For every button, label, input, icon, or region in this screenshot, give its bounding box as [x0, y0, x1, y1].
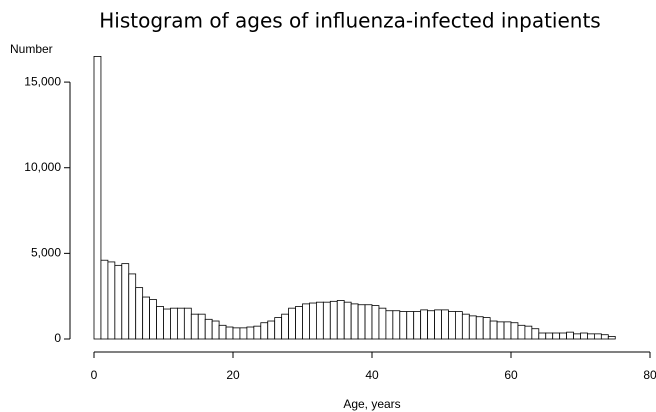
bar: [183, 307, 192, 340]
bar: [281, 313, 289, 340]
bar: [114, 264, 123, 340]
bar: [524, 325, 533, 340]
bar: [142, 296, 150, 340]
bar: [309, 302, 317, 340]
bar: [329, 300, 338, 340]
y-tick-label: 10,000: [24, 160, 61, 174]
bar: [420, 309, 428, 340]
bar: [107, 261, 116, 340]
bar: [163, 308, 171, 340]
y-axis-title: Number: [10, 42, 53, 56]
bar: [489, 320, 498, 340]
bar: [156, 306, 164, 340]
bar: [322, 301, 331, 340]
bar: [225, 326, 234, 340]
bar: [441, 309, 449, 340]
bar: [246, 326, 255, 340]
bar: [135, 287, 144, 340]
bar: [427, 310, 435, 340]
bar: [176, 307, 185, 340]
bar: [392, 310, 401, 340]
bar: [503, 321, 512, 340]
bar: [399, 311, 408, 340]
bar: [587, 333, 595, 340]
bar: [607, 336, 616, 340]
bar: [559, 332, 568, 340]
bar: [100, 259, 109, 340]
bar: [336, 300, 345, 340]
bar: [573, 333, 581, 340]
x-tick-label: 80: [643, 368, 656, 382]
x-tick-label: 20: [226, 368, 240, 382]
bar: [232, 327, 241, 340]
bar: [510, 322, 519, 340]
bar: [552, 332, 561, 340]
bar: [239, 327, 248, 340]
chart-title: Histogram of ages of influenza-infected …: [99, 9, 600, 33]
bar: [580, 332, 588, 340]
bar: [121, 263, 130, 340]
bar: [267, 320, 276, 340]
bar: [413, 311, 422, 340]
bar: [406, 311, 415, 340]
y-tick-label: 5,000: [31, 246, 61, 260]
bar: [378, 307, 387, 340]
bar: [434, 309, 442, 340]
bar: [295, 306, 303, 340]
bar: [211, 320, 220, 340]
bar: [350, 303, 359, 340]
bar: [454, 311, 463, 340]
bar: [371, 305, 380, 340]
bar: [218, 324, 227, 340]
x-tick-label: 0: [91, 368, 98, 382]
bar: [594, 333, 602, 340]
bar: [364, 304, 373, 340]
bar: [385, 310, 394, 340]
bar: [93, 56, 102, 340]
bar: [274, 317, 283, 340]
y-tick-label: 15,000: [24, 74, 61, 88]
bar: [357, 304, 366, 340]
bar: [461, 313, 470, 340]
bar: [545, 332, 554, 340]
bar: [531, 328, 540, 340]
bar: [204, 318, 213, 340]
bar: [475, 316, 484, 340]
bar: [538, 332, 547, 340]
bar: [197, 313, 206, 340]
bar: [149, 299, 157, 340]
bar: [468, 315, 477, 340]
x-axis-title: Age, years: [343, 397, 400, 411]
bar: [496, 321, 505, 340]
bar: [170, 307, 178, 340]
bar: [288, 307, 296, 340]
bar: [128, 273, 137, 340]
bar: [190, 313, 199, 340]
bar: [600, 334, 609, 340]
bar: [566, 331, 574, 340]
y-tick-label: 0: [54, 331, 61, 345]
bar: [448, 311, 456, 340]
x-tick-label: 40: [365, 368, 379, 382]
bar: [302, 303, 310, 340]
bar: [260, 322, 269, 340]
bar: [343, 301, 352, 340]
bar: [482, 317, 491, 340]
bar: [517, 324, 526, 340]
x-tick-label: 60: [504, 368, 518, 382]
bar: [253, 325, 262, 340]
bar: [315, 301, 324, 340]
